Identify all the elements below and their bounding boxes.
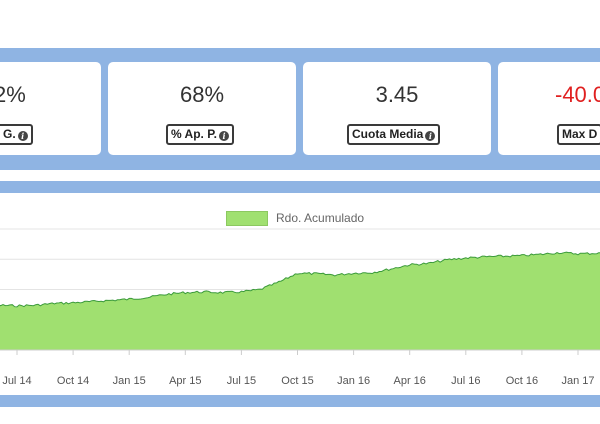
- legend-label: Rdo. Acumulado: [276, 211, 365, 225]
- info-icon[interactable]: i: [17, 131, 28, 141]
- stat-value: 68%: [179, 82, 225, 107]
- stat-value: -40.0: [555, 82, 600, 107]
- stat-label-button[interactable]: p. G.i: [0, 124, 33, 145]
- chart-panel: Jul 14 Oct 14 Jan 15 Apr 15 Jul 15 Oct 15 Jan …: [0, 193, 600, 395]
- chart-band: Jul 14 Oct 14 Jan 15 Apr 15 Jul 15 Oct 15 Jan …: [0, 181, 600, 407]
- x-tick-label: Oct 16: [506, 375, 538, 387]
- stat-card-max-drawdown: -40.0 Max D: [498, 62, 600, 155]
- stat-card-percent-ap: 68% % Ap. P. i: [108, 62, 296, 155]
- x-tick-label: Apr 16: [393, 375, 425, 387]
- stat-label-button[interactable]: Cuota Media i: [347, 124, 441, 145]
- cumulative-result-chart: Jul 14 Oct 14 Jan 15 Apr 15 Jul 15 Oct 15 Jan …: [0, 228, 600, 387]
- stat-card-average-odds: 3.45 Cuota Media i: [303, 62, 491, 155]
- stat-label-text: p. G.: [0, 127, 16, 141]
- legend-swatch: [226, 210, 268, 226]
- stat-value: 2%: [0, 82, 26, 107]
- stat-card-profit: 2% p. G.i: [0, 62, 101, 155]
- info-icon[interactable]: i: [219, 131, 230, 141]
- stat-label-button[interactable]: Max D: [557, 124, 600, 145]
- stat-label-button[interactable]: % Ap. P. i: [166, 124, 235, 145]
- x-tick-label: Jan 17: [561, 375, 594, 387]
- x-tick-label: Jul 14: [2, 375, 31, 387]
- stat-label-text: Cuota Media: [352, 127, 424, 141]
- area-series-line: [0, 251, 600, 308]
- info-icon[interactable]: i: [425, 131, 436, 141]
- stats-band: 2% p. G.i 68% % Ap. P.i 3.45 Cuota Media…: [0, 48, 600, 170]
- stat-label-text: Max D: [562, 127, 598, 141]
- x-tick-label: Jul 16: [451, 375, 480, 387]
- area-series: [0, 252, 600, 350]
- x-tick-label: Apr 15: [169, 375, 201, 387]
- x-tick-label: Jan 16: [337, 375, 370, 387]
- stat-value: 3.45: [375, 82, 419, 107]
- x-tick-label: Jul 15: [227, 375, 256, 387]
- x-tick-label: Oct 15: [281, 375, 313, 387]
- chart-legend[interactable]: Rdo. Acumulado: [226, 210, 365, 226]
- stat-label-text: % Ap. P.: [171, 127, 218, 141]
- x-tick-label: Jan 15: [113, 375, 146, 387]
- x-tick-label: Oct 14: [57, 375, 89, 387]
